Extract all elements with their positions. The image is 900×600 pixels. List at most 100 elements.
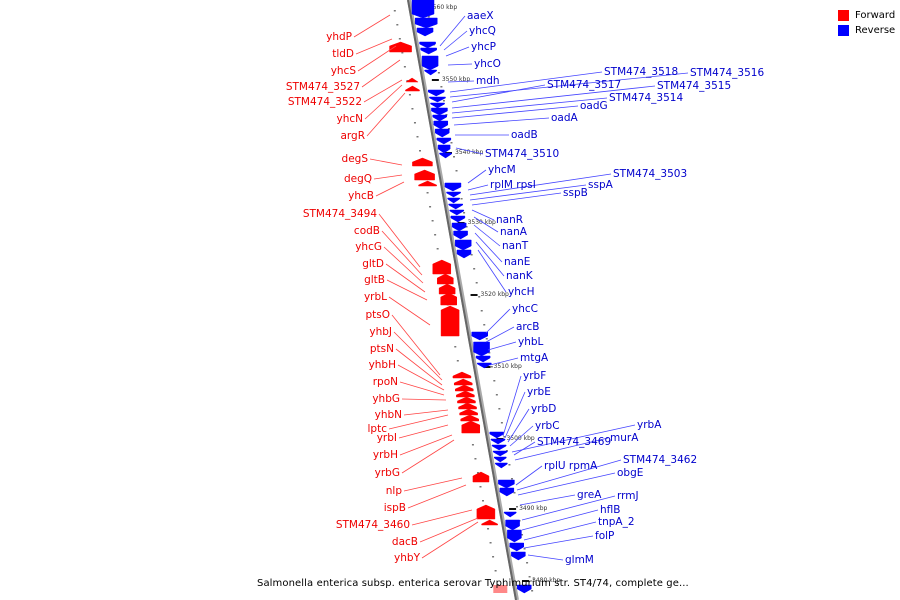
forward-gene-label[interactable]: gltB: [364, 274, 385, 286]
forward-gene-label[interactable]: yhbN: [375, 409, 402, 421]
reverse-gene: [434, 128, 450, 138]
forward-gene-label[interactable]: yhcB: [348, 190, 374, 202]
reverse-gene-label[interactable]: yhcC: [512, 303, 538, 315]
reverse-gene-label[interactable]: yrbE: [527, 386, 551, 398]
reverse-gene-label[interactable]: mdh: [476, 75, 500, 87]
reverse-leader-line: [451, 85, 656, 109]
forward-gene-label[interactable]: yrbL: [364, 291, 387, 303]
reverse-gene-label[interactable]: mtgA: [520, 352, 549, 364]
forward-leader-line: [401, 439, 455, 474]
forward-gene-label[interactable]: degQ: [344, 173, 372, 185]
legend-forward[interactable]: Forward: [838, 8, 895, 23]
reverse-gene-label[interactable]: nanT: [502, 240, 529, 252]
forward-gene-label[interactable]: codB: [354, 225, 380, 237]
forward-gene-label[interactable]: yrbG: [375, 467, 400, 479]
forward-gene-label[interactable]: yhbJ: [369, 326, 392, 338]
forward-gene-label[interactable]: yhdP: [326, 31, 352, 43]
reverse-gene: [473, 341, 490, 357]
reverse-gene-label[interactable]: yrbA: [637, 419, 662, 431]
reverse-gene-label[interactable]: sspB: [563, 187, 588, 199]
forward-gene-label[interactable]: yhbY: [394, 552, 421, 564]
forward-gene-label[interactable]: ptsN: [370, 343, 394, 355]
forward-gene-label[interactable]: degS: [342, 153, 369, 165]
reverse-gene-label[interactable]: STM474_3510: [485, 148, 559, 160]
forward-gene-label[interactable]: yhcG: [355, 241, 382, 253]
position-dot: [490, 366, 493, 368]
reverse-gene-label[interactable]: STM474_3469: [537, 436, 611, 448]
reverse-gene-label[interactable]: tnpA_2: [598, 516, 635, 528]
position-dot: [408, 94, 411, 96]
legend-reverse[interactable]: Reverse: [838, 23, 895, 38]
reverse-gene-label[interactable]: yhcP: [471, 41, 496, 53]
forward-gene-label[interactable]: yhcN: [337, 113, 364, 125]
reverse-gene-label[interactable]: greA: [577, 489, 602, 501]
forward-gene-label[interactable]: tldD: [332, 48, 354, 60]
reverse-gene-label[interactable]: yrbD: [531, 403, 556, 415]
reverse-leader-line: [509, 425, 534, 447]
reverse-gene-label[interactable]: murA: [610, 432, 639, 444]
reverse-gene: [432, 114, 447, 122]
reverse-gene-label[interactable]: rrmJ: [617, 490, 639, 502]
position-dot: [442, 100, 445, 102]
reverse-gene-label[interactable]: STM474_3514: [609, 92, 683, 104]
forward-leader-line: [407, 484, 467, 509]
reverse-gene-label[interactable]: nanR: [496, 214, 523, 226]
forward-gene-label[interactable]: STM474_3527: [286, 81, 360, 93]
reverse-gene-label[interactable]: STM474_3462: [623, 454, 697, 466]
reverse-gene-label[interactable]: yrbF: [523, 370, 546, 382]
reverse-gene-label[interactable]: yhcH: [508, 286, 535, 298]
forward-gene-label[interactable]: yhcS: [331, 65, 357, 77]
forward-gene-label[interactable]: argR: [340, 130, 365, 142]
reverse-gene-label[interactable]: yhcQ: [469, 25, 496, 37]
position-dot: [473, 268, 476, 270]
reverse-gene-label[interactable]: STM474_3503: [613, 168, 687, 180]
reverse-gene-label[interactable]: STM474_3516: [690, 67, 764, 79]
reverse-gene-label[interactable]: rplU rpmA: [544, 460, 598, 472]
reverse-gene-label[interactable]: nanK: [506, 270, 534, 282]
reverse-gene-label[interactable]: oadB: [511, 129, 538, 141]
reverse-gene-label[interactable]: STM474_3517: [547, 79, 621, 91]
reverse-gene-label[interactable]: sspA: [588, 179, 614, 191]
reverse-gene-label[interactable]: nanA: [500, 226, 528, 238]
position-dot: [503, 436, 506, 438]
forward-gene-label[interactable]: STM474_3460: [336, 519, 410, 531]
forward-gene-label[interactable]: yrbH: [373, 449, 398, 461]
reverse-gene-label[interactable]: aaeX: [467, 10, 494, 22]
forward-gene-label[interactable]: STM474_3494: [303, 208, 377, 220]
forward-gene-label[interactable]: lptc: [368, 423, 388, 435]
reverse-gene-label[interactable]: folP: [595, 530, 614, 542]
forward-gene-label[interactable]: yhbH: [369, 359, 396, 371]
reverse-gene: [453, 230, 468, 240]
reverse-gene-label[interactable]: glmM: [565, 554, 594, 566]
reverse-gene-label[interactable]: oadA: [551, 112, 579, 124]
forward-gene-label[interactable]: yrbI: [377, 432, 397, 444]
reverse-gene-label[interactable]: nanE: [504, 256, 530, 268]
reverse-gene-label[interactable]: yhbL: [518, 336, 544, 348]
forward-gene-label[interactable]: dacB: [392, 536, 418, 548]
reverse-gene-label[interactable]: yrbC: [535, 420, 560, 432]
reverse-gene: [477, 362, 492, 369]
forward-gene-label[interactable]: STM474_3522: [288, 96, 362, 108]
forward-gene-label[interactable]: yhbG: [372, 393, 400, 405]
reverse-gene-label[interactable]: obgE: [617, 467, 643, 479]
forward-gene-label[interactable]: gltD: [362, 258, 384, 270]
reverse-gene-label[interactable]: oadG: [580, 100, 608, 112]
forward-gene-label[interactable]: nlp: [386, 485, 403, 497]
forward-gene-label[interactable]: rpoN: [373, 376, 398, 388]
forward-gene: [414, 169, 435, 181]
reverse-gene-label[interactable]: yhcM: [488, 164, 516, 176]
forward-leader-line: [399, 381, 445, 396]
reverse-gene-label[interactable]: STM474_3515: [657, 80, 731, 92]
reverse-gene-label[interactable]: arcB: [516, 321, 540, 333]
reverse-gene-label[interactable]: yhcO: [474, 58, 501, 70]
reverse-leader-line: [474, 232, 503, 263]
forward-gene-label[interactable]: ptsO: [365, 309, 390, 321]
reverse-gene-label[interactable]: rplM rpsI: [490, 179, 536, 191]
forward-gene: [412, 157, 433, 167]
reverse-gene-label[interactable]: STM474_3518: [604, 66, 678, 78]
reverse-gene-label[interactable]: hflB: [600, 504, 620, 516]
forward-leader-line: [395, 348, 443, 386]
forward-gene-label[interactable]: ispB: [384, 502, 406, 514]
reverse-swatch: [838, 25, 849, 36]
